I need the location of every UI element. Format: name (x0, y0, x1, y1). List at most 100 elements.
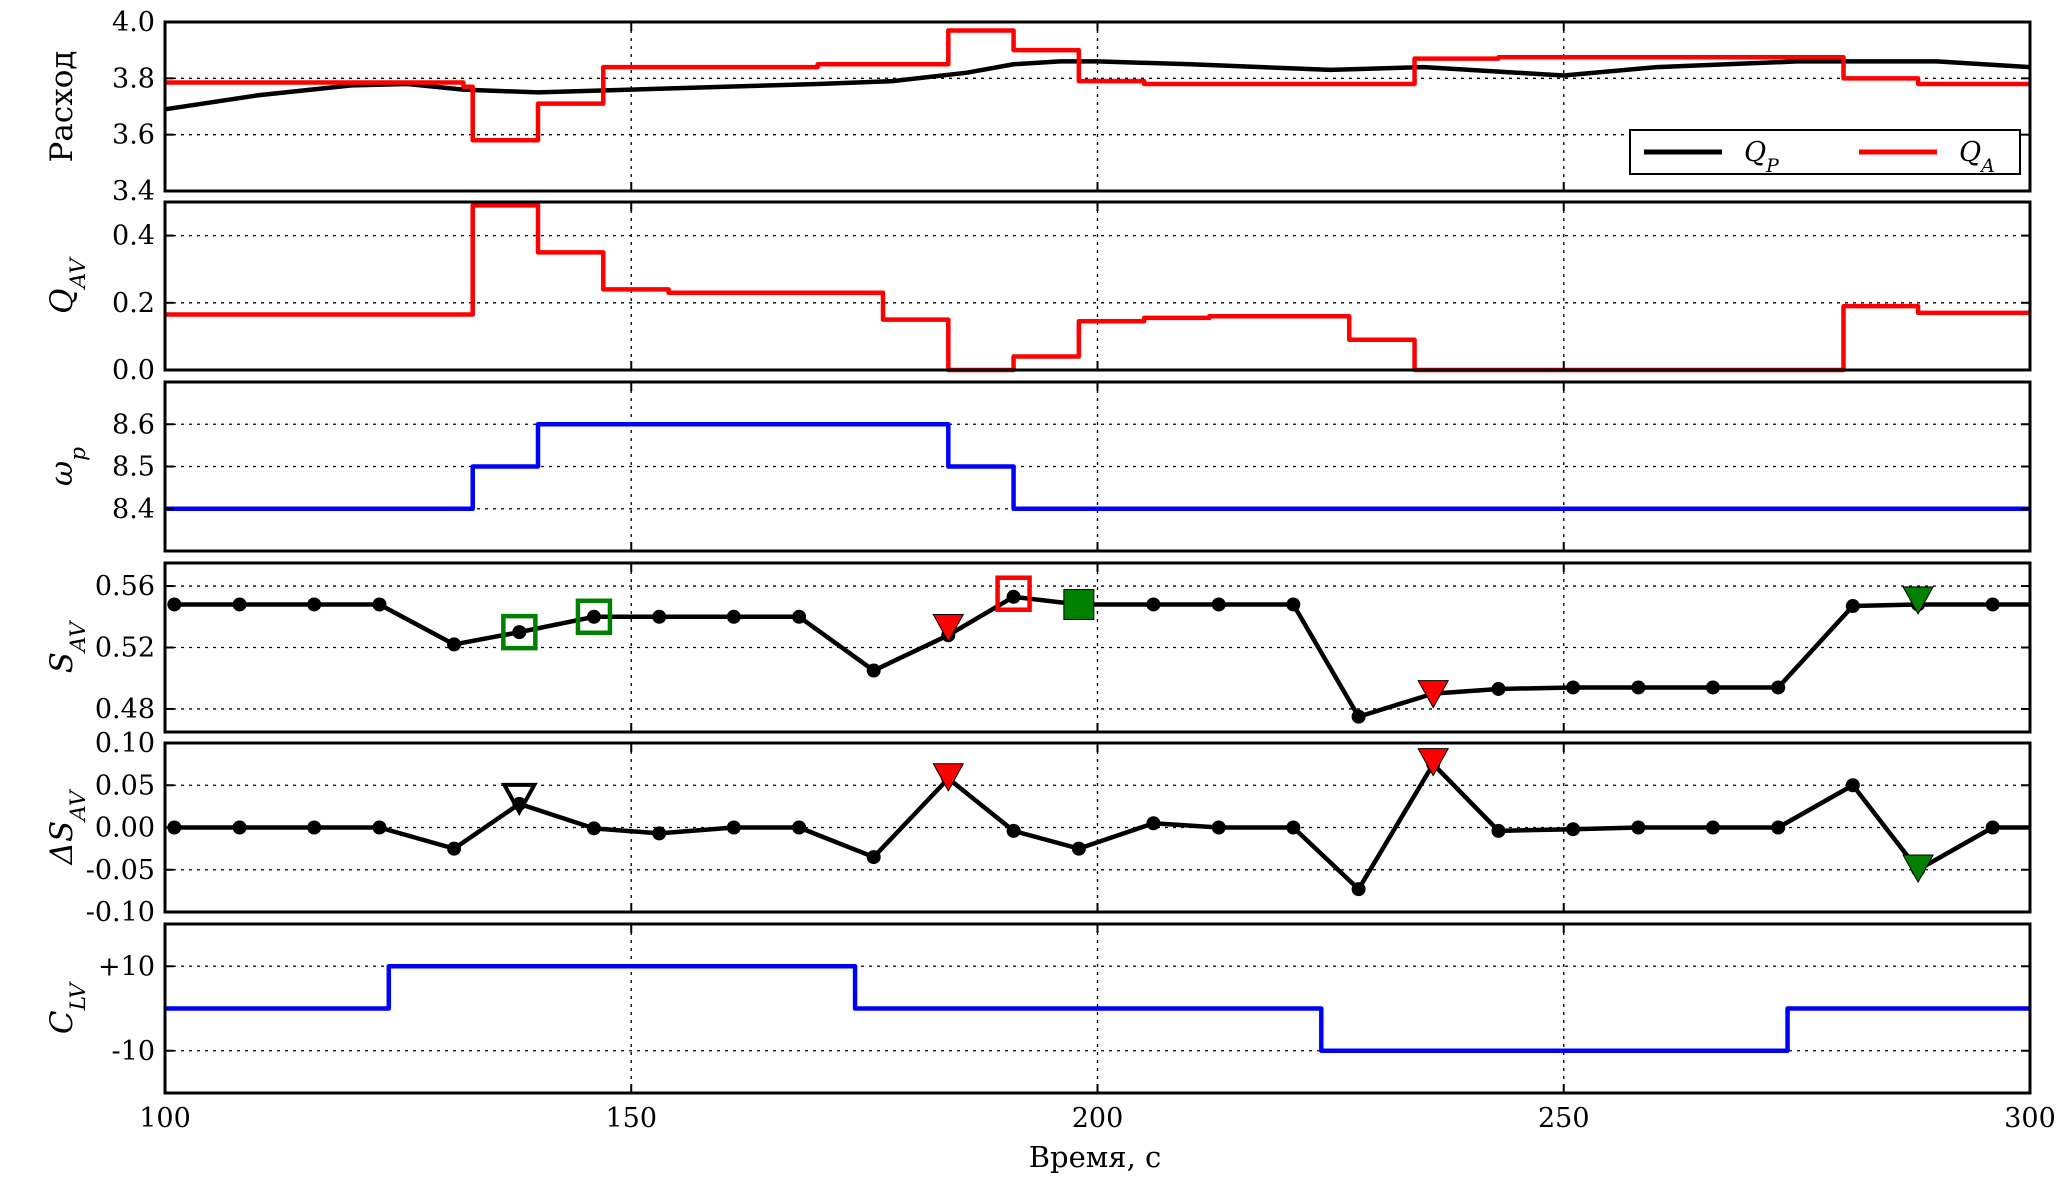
y-tick-label-flow: 3.8 (112, 63, 155, 94)
data-point-sav (1631, 680, 1646, 695)
data-point-sav (1566, 680, 1581, 695)
marker-triangle (1902, 586, 1934, 615)
data-point-sav (652, 609, 667, 624)
marker-triangle (1417, 748, 1450, 777)
data-point-dsav (792, 820, 807, 835)
y-axis-label-dsav: ΔSAV (44, 788, 91, 865)
series-line-clv (165, 964, 2030, 1053)
y-tick-label-flow: 3.4 (112, 176, 155, 207)
data-point-sav (1351, 709, 1366, 724)
data-point-dsav (232, 820, 247, 835)
data-point-dsav (1491, 823, 1506, 838)
x-tick-label: 300 (2004, 1103, 2056, 1134)
data-point-dsav (866, 850, 881, 865)
data-point-sav (167, 597, 182, 612)
data-point-sav (1705, 680, 1720, 695)
data-point-sav (1146, 597, 1161, 612)
legend-label: QA (1959, 137, 1995, 177)
data-point-sav (1771, 680, 1786, 695)
data-point-dsav (1351, 882, 1366, 897)
data-point-dsav (1146, 816, 1161, 831)
data-point-dsav (372, 820, 387, 835)
marker-square-open (575, 598, 613, 636)
data-point-sav (1491, 681, 1506, 696)
data-point-dsav (1566, 822, 1581, 837)
y-axis-label-clv: CLV (44, 981, 91, 1035)
y-tick-label-omega: 8.6 (112, 409, 155, 440)
data-point-sav (866, 663, 881, 678)
marker-triangle (932, 614, 965, 643)
data-point-dsav (652, 826, 667, 841)
series-line-dsav (174, 761, 2030, 892)
data-point-sav (1006, 589, 1021, 604)
label-layer: 3.4 3.6 3.8 4.0 Расход QP QA 0.0 0.2 0.4 QAV 8.4 8.5… (44, 7, 2056, 1134)
x-tick-label: 200 (1072, 1103, 1124, 1134)
data-point-dsav (1006, 823, 1021, 838)
series-line-sav (174, 594, 2030, 719)
x-tick-label: 250 (1538, 1103, 1590, 1134)
data-point-dsav (1705, 820, 1720, 835)
y-tick-label-sav: 0.56 (95, 571, 155, 602)
marker-triangle-open (500, 782, 538, 817)
y-tick-label-dsav: 0.10 (95, 728, 155, 759)
data-point-sav (232, 597, 247, 612)
y-tick-label-flow: 3.6 (112, 120, 155, 151)
y-tick-label-dsav: 0.05 (95, 770, 155, 801)
data-point-dsav (1771, 820, 1786, 835)
data-point-sav (447, 637, 462, 652)
y-tick-label-dsav: 0.00 (95, 813, 155, 844)
data-point-sav (372, 597, 387, 612)
data-point-dsav (1631, 820, 1646, 835)
data-point-dsav (1211, 820, 1226, 835)
x-tick-label: 100 (139, 1103, 191, 1134)
data-point-dsav (1845, 778, 1860, 793)
frame-layer (163, 20, 2032, 1095)
y-axis-label-qav: QAV (44, 256, 91, 314)
data-point-sav (726, 609, 741, 624)
marker-triangle (1417, 680, 1450, 709)
series-line-flow-q_a (165, 28, 2030, 143)
y-tick-label-qav: 0.0 (112, 355, 155, 386)
data-point-dsav (1071, 841, 1086, 856)
y-tick-label-clv: +10 (98, 951, 155, 982)
series-line-qav (165, 203, 2030, 373)
y-tick-label-dsav: -0.05 (86, 855, 155, 886)
data-point-sav (792, 609, 807, 624)
series-line-flow-q_p (164, 59, 2031, 112)
marker-triangle (1902, 854, 1934, 884)
y-tick-label-qav: 0.2 (112, 288, 155, 319)
marker-square-filled (1063, 588, 1095, 620)
marker-triangle (932, 763, 965, 792)
data-point-sav (512, 625, 527, 640)
data-point-dsav (586, 821, 601, 836)
data-point-sav (1211, 597, 1226, 612)
y-tick-label-flow: 4.0 (112, 7, 155, 38)
data-point-sav (1985, 597, 2000, 612)
data-point-sav (1286, 597, 1301, 612)
data-point-dsav (447, 841, 462, 856)
marker-square-open (995, 575, 1032, 612)
y-axis-label-flow: Расход (44, 51, 80, 163)
marker-square-open (501, 613, 538, 651)
data-point-sav (586, 609, 601, 624)
y-tick-label-omega: 8.4 (112, 494, 155, 525)
data-point-dsav (167, 820, 182, 835)
data-point-dsav (1985, 820, 2000, 835)
data-point-sav (1845, 599, 1860, 614)
data-point-dsav (307, 820, 322, 835)
data-point-sav (307, 597, 322, 612)
legend-label: QP (1744, 137, 1779, 177)
y-axis-label-sav: SAV (44, 619, 91, 673)
y-tick-label-omega: 8.5 (112, 452, 155, 483)
series-line-omega (165, 422, 2030, 511)
y-tick-label-dsav: -0.10 (86, 897, 155, 928)
y-tick-label-qav: 0.4 (112, 221, 155, 252)
data-point-dsav (726, 820, 741, 835)
y-tick-label-clv: -10 (112, 1036, 155, 1067)
y-axis-label-omega: ωp (44, 447, 91, 486)
y-tick-label-sav: 0.48 (95, 694, 155, 725)
x-tick-label: 150 (605, 1103, 657, 1134)
data-layer (164, 28, 2031, 1053)
y-tick-label-sav: 0.52 (95, 633, 155, 664)
